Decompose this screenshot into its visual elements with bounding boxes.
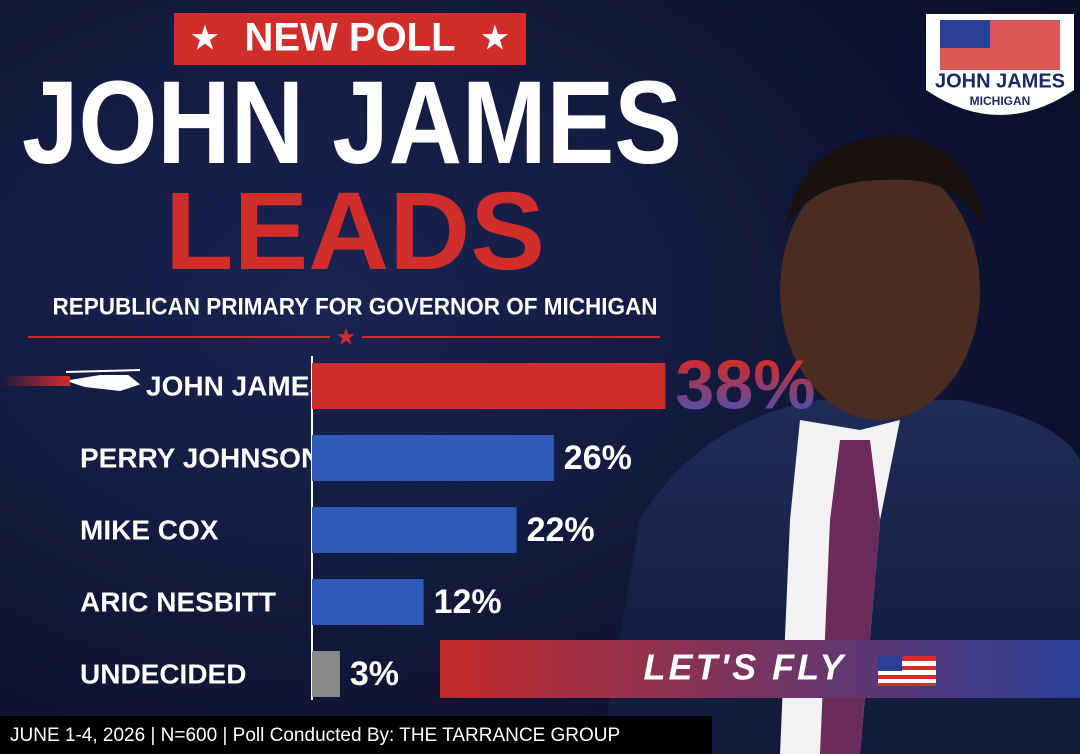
bars: JOHN JAMES 38% PERRY JOHNSON 26% MIKE COX 22%…: [80, 345, 816, 697]
star: ★: [337, 326, 355, 348]
badge-box: [440, 640, 1080, 698]
flag-icon: [878, 656, 936, 686]
star: ★: [482, 22, 509, 55]
helicopter-icon: [65, 369, 141, 392]
logo: JOHN JAMES MICHIGAN: [926, 14, 1074, 115]
badge-text: LET'S FLY: [644, 647, 847, 688]
category-label: JOHN JAMES: [146, 370, 328, 401]
bar: [312, 507, 517, 553]
category-label: ARIC NESBITT: [80, 586, 276, 617]
category-label: MIKE COX: [80, 514, 219, 545]
value-label: 22%: [527, 511, 595, 549]
bar: [312, 363, 666, 409]
subtitle: REPUBLICAN PRIMARY FOR GOVERNOR OF MICHI…: [53, 293, 658, 320]
bar: [312, 579, 424, 625]
value-label: 12%: [434, 583, 502, 621]
value-label: 38%: [675, 345, 815, 423]
star: ★: [192, 22, 219, 55]
title-highlight: LEADS: [165, 170, 545, 293]
category-label: PERRY JOHNSON: [80, 442, 321, 473]
value-label: 26%: [564, 439, 632, 477]
banner-text: NEW POLL: [244, 16, 455, 60]
footer-box: [0, 716, 712, 754]
value-label: 3%: [350, 655, 399, 693]
footer: JUNE 1-4, 2026 | N=600 | Poll Conducted …: [10, 725, 620, 746]
logo-state: MICHIGAN: [970, 94, 1031, 108]
bar: [312, 435, 554, 481]
banner-box: [174, 13, 526, 65]
chart-title: JOHN JAMES: [22, 57, 682, 189]
bar: [312, 651, 340, 697]
streak: [0, 376, 70, 386]
category-label: UNDECIDED: [80, 658, 246, 689]
logo-name: JOHN JAMES: [935, 70, 1065, 92]
